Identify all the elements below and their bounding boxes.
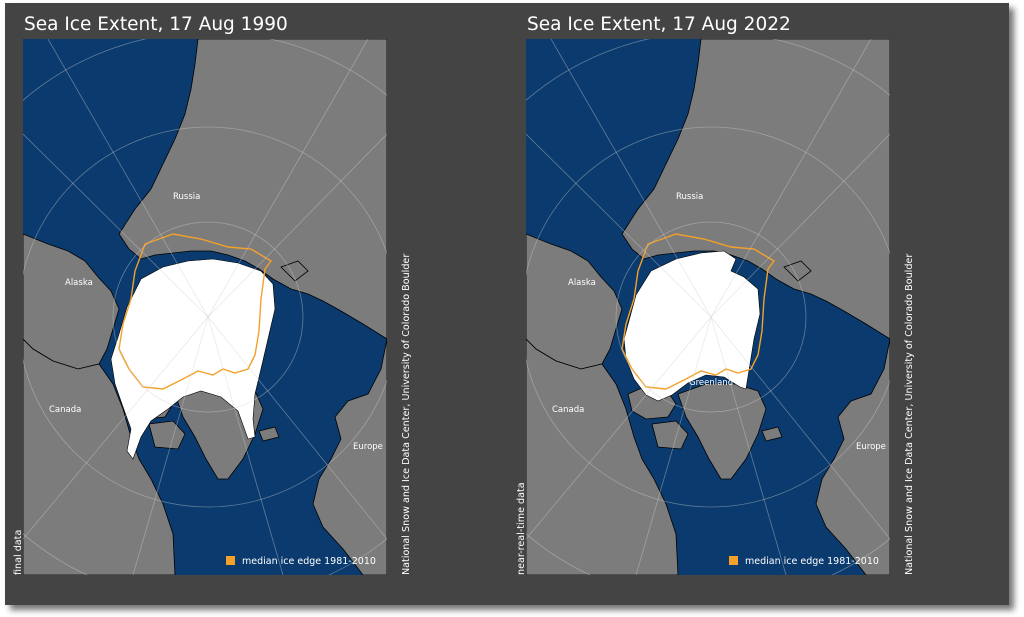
- land-iceland: [761, 426, 783, 442]
- label-russia: Russia: [676, 192, 703, 202]
- label-canada: Canada: [552, 405, 584, 415]
- panel-1990-title: Sea Ice Extent, 17 Aug 1990: [24, 14, 288, 35]
- land-svalbard: [783, 260, 812, 282]
- panel-1990-data-type: final data: [13, 529, 24, 575]
- legend-swatch: [226, 556, 235, 565]
- panel-2022-data-type: near-real-time data: [516, 482, 527, 575]
- land-europe: [312, 338, 387, 575]
- land-russia: [621, 39, 890, 340]
- legend-label: median ice edge 1981-2010: [242, 556, 376, 567]
- land-russia: [118, 39, 387, 340]
- panel-2022-credit: National Snow and Ice Data Center, Unive…: [904, 253, 915, 575]
- label-europe: Europe: [353, 442, 383, 452]
- graticule: [23, 39, 387, 575]
- label-russia: Russia: [173, 192, 200, 202]
- land-archipelago: [148, 420, 186, 450]
- land-canada: [526, 338, 679, 575]
- land-svalbard: [280, 260, 309, 282]
- land-europe: [815, 338, 890, 575]
- label-canada: Canada: [49, 405, 81, 415]
- land-archipelago: [651, 420, 689, 450]
- legend-swatch: [729, 556, 738, 565]
- median-ice-edge: [621, 233, 776, 390]
- sea-ice-map-1990: Russia Alaska Canada Greenland Europe me…: [23, 39, 387, 575]
- sea-ice-extent: [623, 250, 761, 402]
- label-greenland: Greenland: [186, 378, 230, 388]
- land-iceland: [258, 426, 280, 442]
- sea-ice-map-2022: Russia Alaska Canada Greenland Europe me…: [526, 39, 890, 575]
- label-alaska: Alaska: [568, 278, 596, 288]
- label-greenland: Greenland: [689, 378, 733, 388]
- sea-ice-extent: [110, 258, 276, 460]
- label-alaska: Alaska: [65, 278, 93, 288]
- median-ice-edge: [118, 233, 273, 390]
- legend-label: median ice edge 1981-2010: [745, 556, 879, 567]
- graticule: [526, 39, 890, 575]
- panel-1990-credit: National Snow and Ice Data Center, Unive…: [401, 253, 412, 575]
- panel-2022-title: Sea Ice Extent, 17 Aug 2022: [527, 14, 791, 35]
- label-europe: Europe: [856, 442, 886, 452]
